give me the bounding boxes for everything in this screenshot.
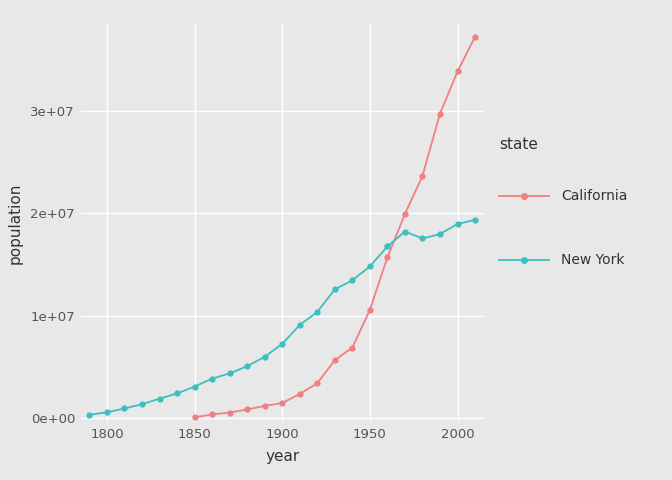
New York <box>243 363 251 369</box>
New York <box>261 354 269 360</box>
Y-axis label: population: population <box>7 182 22 264</box>
Line: New York: New York <box>87 217 478 417</box>
Text: state: state <box>499 137 538 152</box>
New York <box>366 264 374 269</box>
California <box>419 173 427 179</box>
New York <box>384 243 392 249</box>
California <box>278 400 286 406</box>
New York <box>471 217 479 223</box>
New York <box>155 396 163 402</box>
New York <box>436 231 444 237</box>
California <box>384 254 392 260</box>
California <box>261 403 269 409</box>
New York <box>138 401 146 407</box>
Text: California: California <box>561 189 628 203</box>
New York <box>454 221 462 227</box>
New York <box>419 236 427 241</box>
California <box>313 380 321 386</box>
New York <box>348 277 356 283</box>
New York <box>296 322 304 328</box>
New York <box>401 228 409 234</box>
New York <box>173 391 181 396</box>
Line: California: California <box>192 35 478 420</box>
New York <box>278 341 286 347</box>
New York <box>103 409 111 415</box>
California <box>471 34 479 40</box>
California <box>366 307 374 313</box>
California <box>401 211 409 217</box>
X-axis label: year: year <box>265 449 299 464</box>
New York <box>226 371 234 376</box>
California <box>226 410 234 416</box>
California <box>436 110 444 116</box>
Text: New York: New York <box>561 253 624 267</box>
California <box>296 391 304 397</box>
New York <box>208 376 216 382</box>
California <box>191 414 199 420</box>
New York <box>191 384 199 389</box>
California <box>208 411 216 417</box>
California <box>348 345 356 350</box>
New York <box>85 412 93 418</box>
New York <box>120 406 128 411</box>
New York <box>313 309 321 315</box>
New York <box>331 287 339 292</box>
California <box>454 69 462 74</box>
California <box>243 407 251 412</box>
California <box>331 357 339 363</box>
